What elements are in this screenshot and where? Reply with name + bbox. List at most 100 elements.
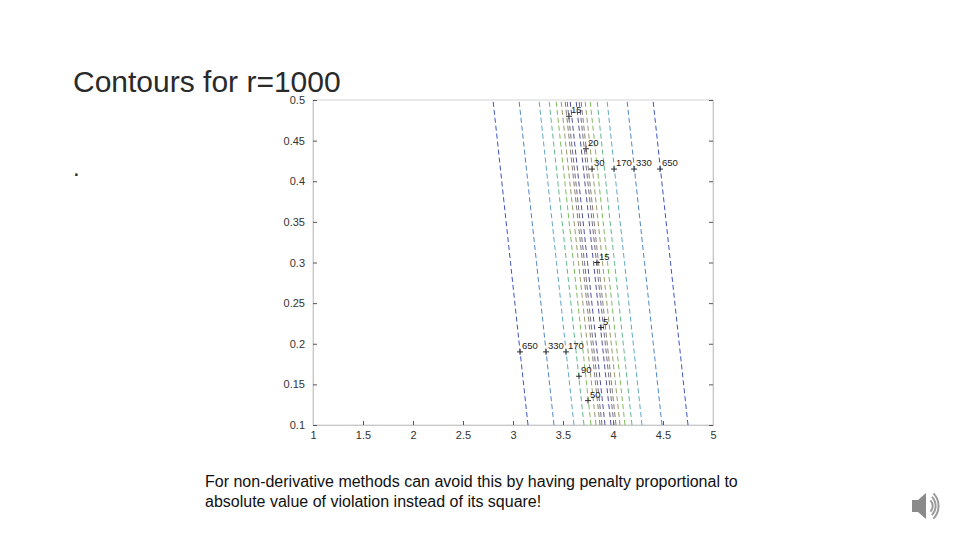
tick-mark bbox=[709, 344, 713, 345]
tick-mark bbox=[709, 384, 713, 385]
contour-label: 650 bbox=[522, 340, 538, 351]
tick-label: 3 bbox=[510, 429, 516, 441]
tick: 0.3 bbox=[290, 257, 317, 269]
contour-line bbox=[570, 100, 605, 425]
contour-line bbox=[579, 100, 614, 425]
contour-label: 15 bbox=[599, 251, 610, 262]
contour-line bbox=[519, 100, 554, 425]
tick: 0.45 bbox=[284, 135, 317, 147]
tick bbox=[709, 222, 713, 223]
tick bbox=[709, 384, 713, 385]
speaker-icon bbox=[912, 493, 939, 519]
tick: 4.5 bbox=[656, 421, 671, 441]
tick: 2 bbox=[410, 421, 416, 441]
tick-mark bbox=[709, 303, 713, 304]
tick-label: 3.5 bbox=[556, 429, 571, 441]
tick-label: 5 bbox=[710, 429, 716, 441]
contour-labels: 650 650 330 330 170 170 90 50 30 20 15 15 5 bbox=[517, 104, 678, 403]
contour-label: 30 bbox=[594, 157, 605, 168]
contour-label: 50 bbox=[590, 389, 601, 400]
tick-mark bbox=[363, 421, 364, 425]
tick-label: 0.5 bbox=[290, 94, 305, 106]
tick-mark bbox=[513, 421, 514, 425]
tick-label: 4 bbox=[610, 429, 616, 441]
tick-mark bbox=[313, 141, 317, 142]
tick-label: 1.5 bbox=[356, 429, 371, 441]
tick bbox=[709, 425, 713, 426]
axis-line bbox=[314, 425, 714, 426]
tick: 0.15 bbox=[284, 378, 317, 390]
tick-label: 0.2 bbox=[290, 338, 305, 350]
tick bbox=[709, 181, 713, 182]
tick-mark bbox=[463, 421, 464, 425]
tick-mark bbox=[313, 181, 317, 182]
speaker-wave bbox=[932, 497, 936, 515]
tick: 1.5 bbox=[356, 421, 371, 441]
contour-line bbox=[565, 100, 600, 425]
contour-label: 170 bbox=[616, 157, 632, 168]
axis-line bbox=[713, 101, 714, 426]
contour-label: 650 bbox=[662, 157, 678, 168]
tick-mark bbox=[663, 421, 664, 425]
contour-line bbox=[627, 100, 662, 425]
contour-line bbox=[556, 100, 591, 425]
tick-label: 0.35 bbox=[284, 216, 305, 228]
contour-line bbox=[539, 100, 574, 425]
contour-line bbox=[581, 100, 616, 425]
tick-mark bbox=[709, 425, 713, 426]
tick-mark bbox=[313, 303, 317, 304]
tick-label: 0.3 bbox=[290, 257, 305, 269]
tick-mark bbox=[709, 181, 713, 182]
tick: 3.5 bbox=[556, 421, 571, 441]
tick-label: 2 bbox=[410, 429, 416, 441]
slide-canvas: Contours for r=1000.11.522.533.544.550.1… bbox=[0, 0, 960, 540]
tick: 0.35 bbox=[284, 216, 317, 228]
contour-label: 15 bbox=[571, 104, 582, 115]
y-axis: 0.1 0.15 0.2 0.25 0.3 0.35 0.4 0.45 0.5 bbox=[284, 94, 317, 431]
tick-label: 0.15 bbox=[284, 378, 305, 390]
tick-label: 0.4 bbox=[290, 175, 305, 187]
contour-line bbox=[585, 100, 620, 425]
x-axis: 1 1.5 2 2.5 3 3.5 4 4.5 5 bbox=[310, 421, 716, 441]
footer-note: For non-derivative methods can avoid thi… bbox=[205, 472, 797, 512]
tick: 3 bbox=[510, 421, 516, 441]
bullet: . bbox=[73, 154, 80, 181]
tick-mark bbox=[313, 425, 317, 426]
contour-line bbox=[567, 100, 602, 425]
contour-line bbox=[576, 100, 611, 425]
tick-mark bbox=[313, 263, 317, 264]
tick bbox=[709, 303, 713, 304]
contour-label: 20 bbox=[588, 137, 599, 148]
tick-label: 0.25 bbox=[284, 297, 305, 309]
contour-label: 90 bbox=[581, 364, 592, 375]
contour-lines bbox=[493, 100, 688, 425]
tick bbox=[709, 263, 713, 264]
tick-label: 0.45 bbox=[284, 135, 305, 147]
tick-label: 4.5 bbox=[656, 429, 671, 441]
tick-label: 0.1 bbox=[290, 419, 305, 431]
plot-frame bbox=[313, 100, 713, 425]
speaker-body bbox=[912, 493, 926, 519]
tick-mark bbox=[709, 222, 713, 223]
tick-mark bbox=[709, 100, 713, 101]
contour-line bbox=[561, 100, 596, 425]
tick-mark bbox=[313, 384, 317, 385]
tick: 2.5 bbox=[456, 421, 471, 441]
tick-label: 1 bbox=[310, 429, 316, 441]
tick-mark bbox=[413, 421, 414, 425]
speaker-wave bbox=[933, 493, 938, 518]
tick: 0.4 bbox=[290, 175, 317, 187]
contour-label: 330 bbox=[636, 157, 652, 168]
contour-label: 170 bbox=[568, 340, 584, 351]
contour-label: 330 bbox=[548, 340, 564, 351]
tick: 0.25 bbox=[284, 297, 317, 309]
tick-mark bbox=[709, 263, 713, 264]
contour-label: 5 bbox=[603, 316, 608, 327]
slide: Contours for r=1000.11.522.533.544.550.1… bbox=[0, 0, 960, 540]
tick: 0.2 bbox=[290, 338, 317, 350]
tick-label: 2.5 bbox=[456, 429, 471, 441]
tick bbox=[709, 344, 713, 345]
contour-line bbox=[653, 100, 688, 425]
tick-mark bbox=[313, 344, 317, 345]
tick: 0.5 bbox=[290, 94, 317, 106]
